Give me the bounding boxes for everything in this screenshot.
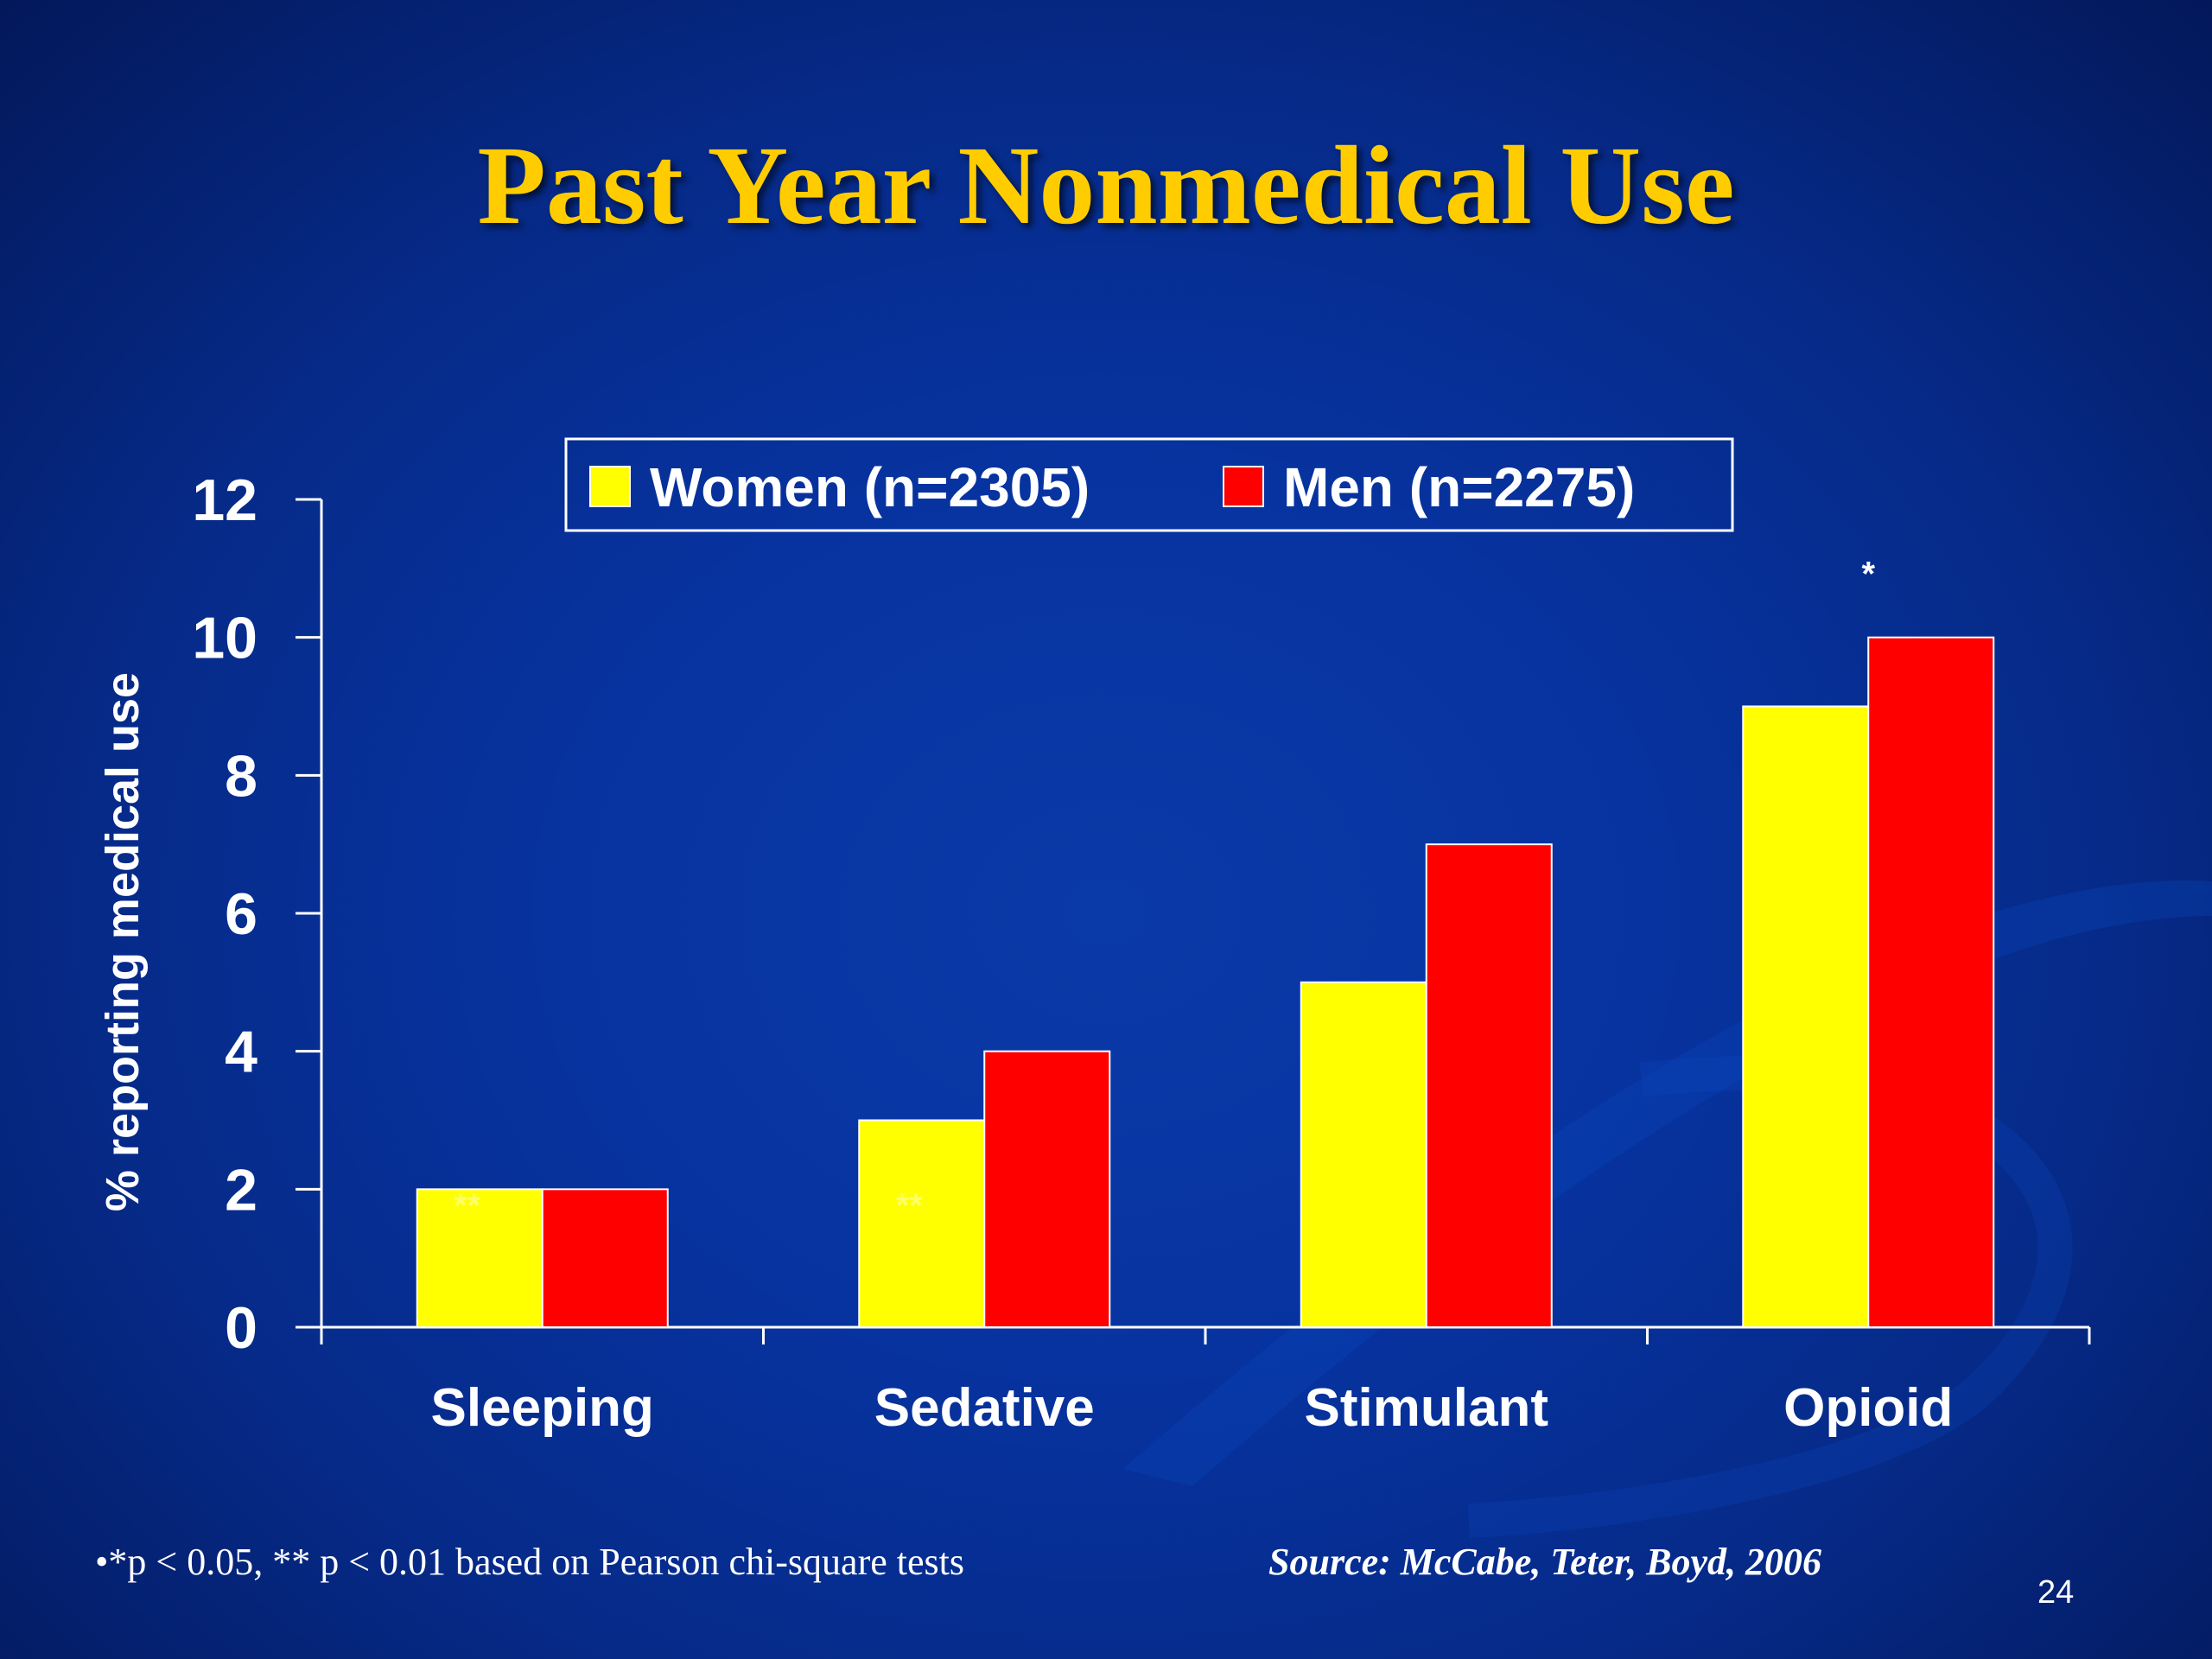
significance-footnote: •*p < 0.05, ** p < 0.01 based on Pearson… xyxy=(95,1541,964,1583)
bar-chart: 0 2 4 6 8 10 12 Sleeping Sedative Stimulant Opioid… xyxy=(97,437,1995,1438)
bar-women xyxy=(416,1188,543,1329)
y-tick-label: 6 xyxy=(225,881,257,947)
source-citation: Source: McCabe, Teter, Boyd, 2006 xyxy=(1268,1541,1821,1583)
y-tick-label: 4 xyxy=(225,1020,257,1085)
page-number: 24 xyxy=(2037,1574,2075,1611)
chart-legend: Women (n=2305) Men (n=2275) xyxy=(564,437,1734,532)
legend-box xyxy=(564,437,1734,532)
legend-label-women: Women (n=2305) xyxy=(650,456,1090,518)
y-tick-label: 12 xyxy=(192,467,257,533)
bar-women xyxy=(1300,981,1427,1329)
x-tick-label: Opioid xyxy=(1783,1378,1953,1438)
x-tick-label: Sedative xyxy=(874,1378,1095,1438)
bar-men xyxy=(983,1050,1111,1328)
slide-title: Past Year Nonmedical Use xyxy=(477,124,1735,248)
x-tick-label: Stimulant xyxy=(1305,1378,1548,1438)
bar-women xyxy=(858,1119,986,1328)
legend-swatch-men xyxy=(1223,466,1264,507)
y-tick-label: 10 xyxy=(192,606,257,671)
y-axis-label: % reporting medical use xyxy=(97,672,149,1211)
x-tick-label: Sleeping xyxy=(431,1378,654,1438)
legend-swatch-women xyxy=(589,466,631,507)
significance-marker: * xyxy=(1861,556,1875,594)
legend-label-men: Men (n=2275) xyxy=(1283,456,1635,518)
bar-men xyxy=(541,1188,669,1329)
bar-women xyxy=(1742,705,1870,1328)
y-tick-label: 2 xyxy=(225,1157,257,1223)
y-tick-label: 0 xyxy=(225,1295,257,1361)
bar-men xyxy=(1425,843,1553,1328)
y-tick-label: 8 xyxy=(225,743,257,809)
bar-men xyxy=(1867,636,1995,1328)
chart-bars: ** *** xyxy=(416,556,1995,1329)
significance-marker: ** xyxy=(896,1186,924,1224)
significance-marker: ** xyxy=(454,1186,481,1224)
